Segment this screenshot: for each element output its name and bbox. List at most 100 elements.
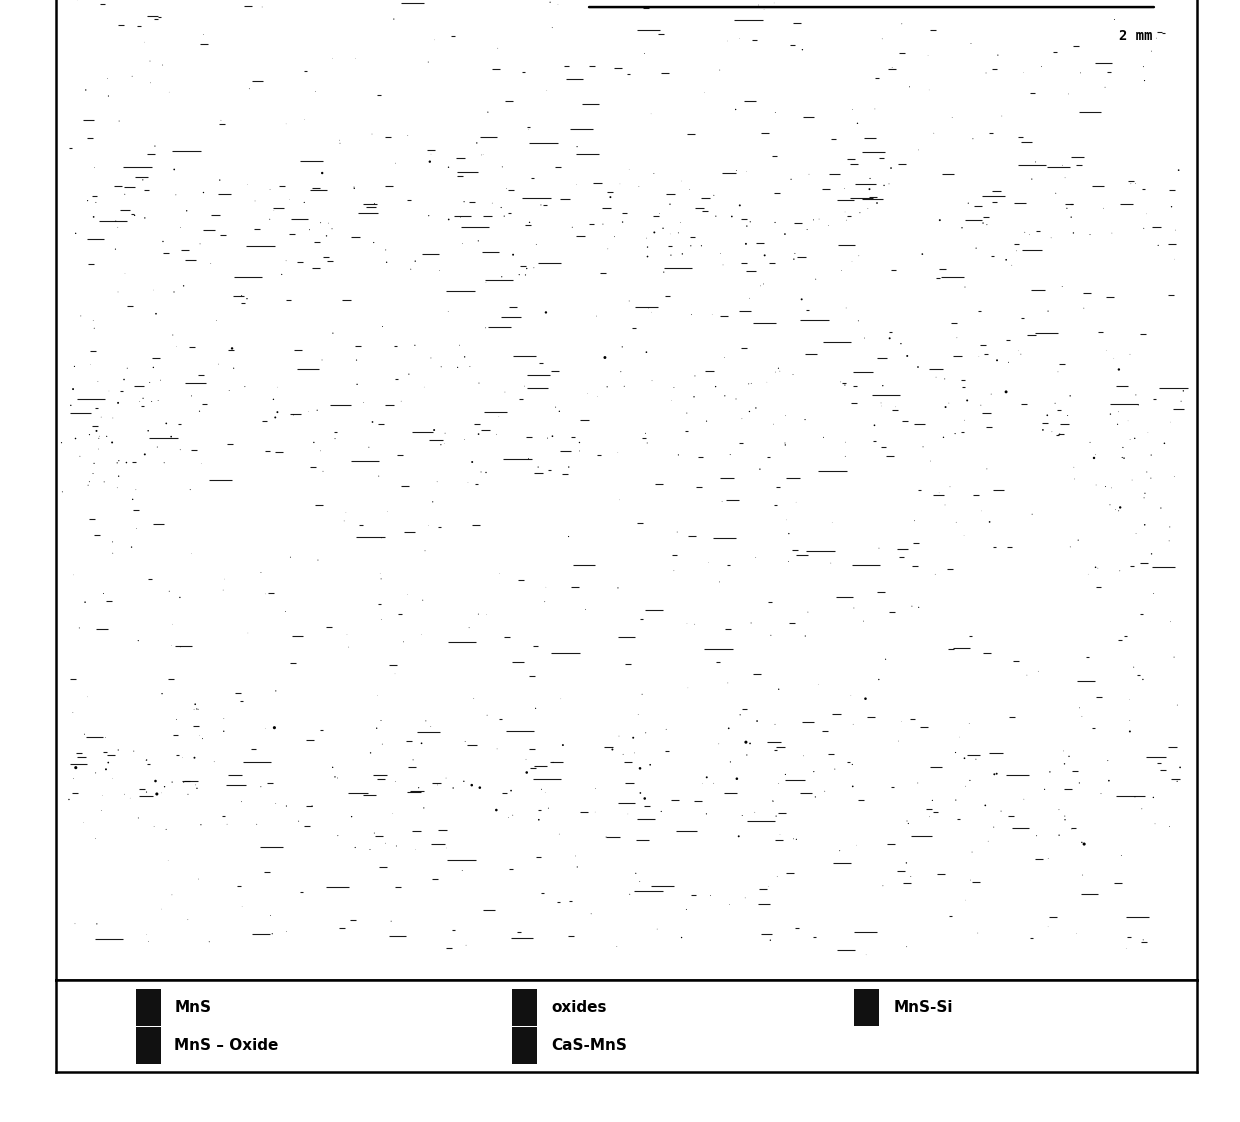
Point — [79, 425, 99, 443]
Point — [651, 802, 671, 820]
Point — [1095, 478, 1115, 496]
Point — [729, 29, 749, 47]
Point — [1061, 209, 1081, 227]
Point — [492, 158, 512, 176]
Point — [108, 219, 128, 237]
Point — [849, 247, 869, 265]
Point — [89, 430, 109, 448]
Point — [353, 394, 373, 412]
Point — [108, 454, 128, 472]
Point — [934, 429, 954, 447]
Point — [133, 171, 153, 188]
Point — [1143, 789, 1163, 807]
Point — [193, 184, 213, 202]
Point — [345, 180, 365, 197]
Point — [750, 277, 770, 295]
Point — [1054, 742, 1074, 760]
Point — [575, 600, 595, 618]
Point — [161, 636, 181, 654]
Point — [585, 803, 605, 821]
Point — [1137, 205, 1157, 223]
Point — [637, 229, 657, 247]
Point — [435, 424, 455, 442]
Point — [109, 467, 129, 485]
Point — [126, 519, 146, 537]
Point — [1028, 662, 1048, 680]
Point — [384, 10, 404, 28]
Point — [64, 914, 84, 932]
Point — [867, 194, 887, 212]
Point — [818, 217, 838, 234]
Point — [277, 114, 296, 132]
Point — [847, 836, 867, 854]
Point — [720, 445, 740, 463]
Point — [926, 368, 946, 386]
Point — [140, 52, 160, 70]
Point — [401, 260, 420, 278]
Point — [596, 828, 616, 846]
Point — [1074, 300, 1094, 318]
Point — [954, 526, 973, 544]
Point — [622, 774, 642, 792]
Point — [376, 241, 396, 259]
Point — [412, 626, 432, 644]
Point — [740, 213, 760, 231]
Point — [201, 255, 221, 273]
Point — [775, 765, 795, 783]
Point — [378, 503, 398, 521]
Point — [935, 496, 955, 514]
Point — [1133, 57, 1153, 75]
Point — [162, 615, 182, 633]
Point — [644, 165, 663, 183]
Point — [671, 172, 691, 190]
Point — [718, 33, 738, 50]
Point — [882, 58, 901, 76]
Point — [52, 482, 72, 500]
Point — [1133, 931, 1153, 949]
Point — [875, 651, 895, 669]
Point — [836, 433, 856, 451]
Point — [1162, 197, 1182, 215]
Point — [835, 203, 854, 221]
Point — [759, 877, 779, 895]
Point — [585, 780, 605, 798]
Point — [559, 527, 579, 545]
Point — [455, 348, 475, 366]
Point — [103, 544, 123, 562]
Point — [935, 370, 955, 388]
Point — [279, 191, 299, 209]
Point — [84, 320, 104, 338]
Point — [1087, 559, 1107, 577]
Point — [682, 305, 702, 323]
Point — [144, 280, 164, 298]
Point — [856, 946, 875, 964]
Point — [1011, 346, 1030, 364]
Point — [532, 780, 552, 798]
Point — [792, 291, 812, 309]
Point — [1148, 237, 1168, 255]
Point — [1061, 820, 1081, 838]
Point — [693, 774, 713, 792]
Point — [1120, 346, 1140, 364]
Point — [754, 275, 774, 293]
Point — [423, 493, 443, 511]
Point — [1070, 64, 1090, 82]
Point — [613, 213, 632, 231]
Point — [260, 181, 280, 199]
Point — [501, 782, 521, 800]
Point — [73, 813, 93, 831]
Point — [711, 245, 730, 263]
Point — [474, 146, 494, 164]
Point — [247, 816, 267, 834]
Point — [284, 406, 304, 424]
Point — [482, 194, 502, 212]
Point — [567, 175, 587, 193]
Point — [569, 433, 589, 451]
Point — [656, 720, 676, 738]
Point — [1013, 64, 1033, 82]
Point — [217, 816, 237, 834]
Point — [662, 392, 682, 410]
Point — [992, 107, 1012, 125]
Point — [381, 912, 401, 930]
Point — [924, 125, 944, 142]
